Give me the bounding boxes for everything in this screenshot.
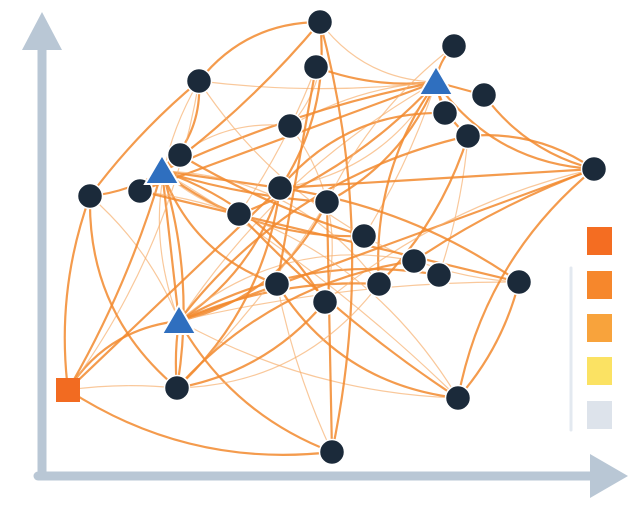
- edge: [67, 385, 178, 391]
- edge: [178, 320, 459, 399]
- circle-node: [163, 374, 191, 402]
- edges: [63, 20, 595, 456]
- edge: [413, 167, 595, 262]
- edge: [279, 186, 520, 283]
- edge: [378, 135, 470, 285]
- edge: [238, 213, 459, 399]
- circle-node: [76, 182, 104, 210]
- edge: [279, 21, 323, 189]
- edge: [377, 81, 437, 285]
- legend-swatch: [587, 271, 612, 299]
- circle-node: [454, 122, 482, 150]
- edge: [325, 201, 334, 453]
- edge: [438, 135, 469, 276]
- edge: [326, 81, 438, 203]
- edge: [483, 94, 595, 171]
- edge: [160, 170, 181, 322]
- circle-node: [350, 222, 378, 250]
- circle-node: [302, 53, 330, 81]
- circle-node: [318, 438, 346, 466]
- circle-node: [306, 8, 334, 36]
- edge: [67, 319, 180, 391]
- nodes: [56, 8, 608, 466]
- legend: [569, 227, 612, 432]
- edge: [139, 190, 459, 399]
- edge: [178, 281, 520, 322]
- circle-node: [276, 112, 304, 140]
- triangle-node: [143, 153, 181, 185]
- edge: [178, 320, 333, 454]
- edge: [279, 167, 595, 190]
- edge: [238, 66, 317, 215]
- edge: [161, 169, 328, 204]
- circle-node: [266, 174, 294, 202]
- legend-swatch: [587, 357, 612, 385]
- edge: [279, 111, 446, 189]
- edge: [324, 168, 595, 303]
- edge: [176, 283, 380, 389]
- edge: [161, 170, 380, 285]
- triangle-node: [160, 303, 198, 335]
- edge: [276, 283, 459, 400]
- edge: [456, 168, 595, 399]
- edge: [276, 283, 333, 453]
- edge: [457, 281, 521, 399]
- edge: [289, 81, 437, 127]
- edge: [176, 301, 326, 390]
- edge: [139, 189, 520, 284]
- edge: [88, 195, 178, 389]
- circle-node: [365, 270, 393, 298]
- edge: [198, 20, 321, 82]
- edge: [89, 80, 200, 197]
- circle-node: [400, 247, 428, 275]
- circle-node: [431, 99, 459, 127]
- edge: [179, 154, 365, 238]
- edge: [178, 187, 282, 322]
- legend-swatch: [587, 401, 612, 429]
- edge: [89, 195, 180, 322]
- x-axis-arrow-icon: [590, 454, 628, 498]
- edge: [178, 254, 415, 322]
- square-node: [56, 378, 80, 402]
- circle-node: [225, 200, 253, 228]
- edge: [198, 80, 437, 90]
- axes: [22, 12, 628, 498]
- edge: [158, 80, 200, 322]
- edge: [363, 81, 437, 237]
- edge: [467, 134, 595, 170]
- circle-node: [313, 188, 341, 216]
- edge: [319, 21, 437, 83]
- circle-node: [185, 67, 213, 95]
- circle-node: [425, 261, 453, 289]
- circle-node: [166, 141, 194, 169]
- edge: [67, 187, 281, 391]
- circle-node: [263, 270, 291, 298]
- circle-node: [470, 81, 498, 109]
- edge: [67, 389, 333, 456]
- y-axis-arrow-icon: [22, 12, 62, 50]
- edge: [326, 45, 455, 203]
- edge: [176, 259, 415, 389]
- edge: [160, 170, 278, 286]
- edge: [161, 169, 326, 303]
- circle-node: [505, 268, 533, 296]
- edge: [198, 80, 365, 237]
- edge: [435, 81, 595, 171]
- edge: [178, 134, 469, 322]
- edge: [67, 80, 200, 391]
- triangle-node: [417, 64, 455, 96]
- legend-swatch: [587, 314, 612, 342]
- edge: [161, 170, 459, 399]
- legend-swatch: [587, 227, 612, 255]
- circle-node: [444, 384, 472, 412]
- edge: [67, 170, 164, 391]
- edge: [178, 167, 595, 323]
- circle-node: [311, 288, 339, 316]
- circle-node: [580, 155, 608, 183]
- circle-node: [440, 32, 468, 60]
- edge: [63, 195, 92, 391]
